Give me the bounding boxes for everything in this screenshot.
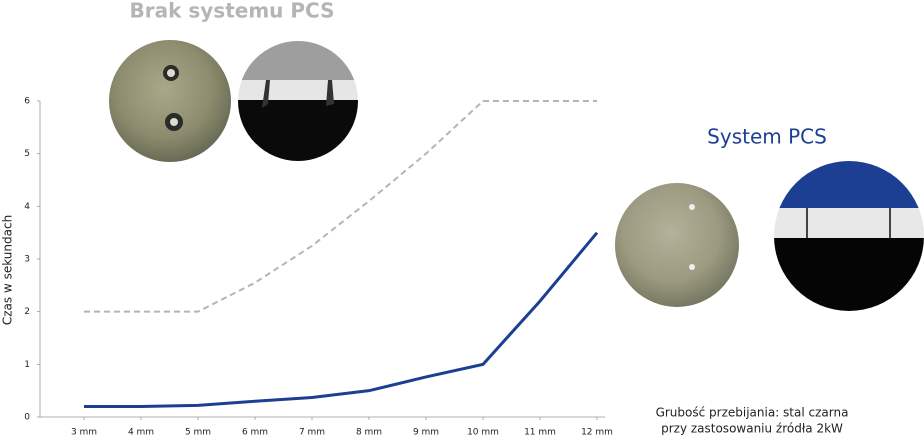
series-label: System PCS <box>707 125 827 149</box>
x-tick-label: 3 mm <box>71 428 97 438</box>
annotation: przy zastosowaniu źródła 2kW <box>661 422 843 436</box>
y-tick-label: 1 <box>24 360 30 370</box>
x-tick-label: 8 mm <box>356 428 382 438</box>
y-tick-label: 3 <box>24 255 30 265</box>
y-tick-label: 0 <box>24 413 30 423</box>
x-tick-label: 6 mm <box>242 428 268 438</box>
x-tick-label: 10 mm <box>467 428 499 438</box>
y-tick-label: 4 <box>24 202 30 212</box>
x-tick-label: 11 mm <box>524 428 556 438</box>
x-tick-label: 5 mm <box>185 428 211 438</box>
y-tick-label: 2 <box>24 307 30 317</box>
photo-without-pcs <box>109 40 358 162</box>
series-line <box>84 100 597 313</box>
photo-with-pcs <box>615 161 924 311</box>
x-tick-label: 7 mm <box>299 428 325 438</box>
series-line <box>84 231 599 408</box>
x-tick-label: 12 mm <box>581 428 613 438</box>
annotation: Grubość przebijania: stal czarna <box>656 406 849 420</box>
y-tick-label: 6 <box>24 97 30 107</box>
series-label: Brak systemu PCS <box>130 0 335 23</box>
x-tick-label: 4 mm <box>128 428 154 438</box>
y-axis-label: Czas w sekundach <box>1 215 15 325</box>
y-tick-label: 5 <box>24 149 30 159</box>
x-tick-label: 9 mm <box>413 428 439 438</box>
